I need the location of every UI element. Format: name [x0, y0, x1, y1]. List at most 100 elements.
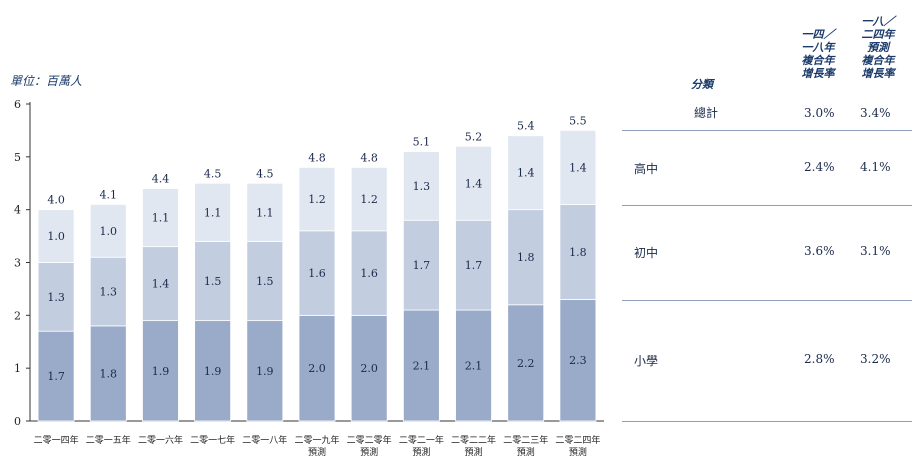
header-cagr-2018-2024: 一八／ 二四年 預測 複合年 增長率: [861, 15, 895, 80]
total-label: 5.5: [569, 114, 587, 127]
data-label: 1.8: [517, 251, 535, 264]
data-label: 1.0: [47, 230, 65, 243]
data-label: 1.7: [413, 259, 431, 272]
total-label: 4.5: [256, 167, 274, 180]
x-tick-label: 二零一七年: [190, 434, 235, 446]
total-label: 4.8: [360, 151, 378, 164]
row-primary-fcst: 3.2%: [860, 352, 891, 366]
y-tick-label: 4: [14, 204, 21, 217]
bar-segment: [559, 130, 597, 205]
data-label: 1.8: [569, 246, 587, 259]
total-label: 5.2: [465, 130, 483, 143]
data-label: 1.6: [308, 267, 326, 280]
bar-segment: [402, 309, 440, 422]
divider: [622, 205, 912, 206]
bar-segment: [194, 240, 232, 322]
total-label: 5.4: [517, 120, 535, 133]
bar-segment: [246, 182, 284, 242]
row-primary-label: 小學: [634, 354, 659, 368]
y-tick-label: 1: [14, 362, 21, 375]
data-label: 1.9: [204, 365, 222, 378]
data-label: 1.5: [204, 275, 222, 288]
bar-segment: [142, 188, 179, 248]
x-tick-label: 二零二零年: [347, 434, 392, 446]
bar-segment: [402, 151, 440, 221]
data-label: 1.3: [100, 286, 118, 299]
cagr-table: 分類 一四／ 一八年 複合年 增長率 一八／ 二四年 預測 複合年 增長率 總計…: [620, 0, 913, 459]
x-tick-label: 二零一六年: [138, 434, 183, 446]
bar-segment: [298, 166, 336, 232]
data-label: 2.1: [465, 360, 483, 373]
divider: [622, 300, 912, 301]
x-tick-label: 二零一九年: [294, 434, 339, 446]
bar-segment: [455, 309, 492, 422]
data-label: 1.7: [47, 370, 65, 383]
row-senior-hist: 2.4%: [804, 160, 835, 174]
row-junior-hist: 3.6%: [804, 244, 835, 258]
bar-segment: [298, 230, 336, 316]
data-label: 1.0: [100, 225, 118, 238]
y-tick-label: 3: [14, 257, 21, 270]
bar-segment: [350, 230, 388, 316]
divider: [622, 130, 912, 131]
bar-segment: [559, 299, 597, 422]
x-tick-label: 二零二三年: [503, 434, 548, 446]
total-label: 4.1: [100, 188, 118, 201]
data-label: 1.9: [256, 365, 274, 378]
bar-segment: [89, 325, 127, 422]
bar-segment: [455, 219, 492, 311]
bar-segment: [246, 240, 284, 322]
total-label: 4.4: [152, 173, 170, 186]
data-label: 1.7: [465, 259, 483, 272]
total-label: 4.8: [308, 151, 326, 164]
data-label: 1.1: [256, 206, 274, 219]
data-label: 2.1: [413, 360, 431, 373]
total-label: 5.1: [413, 136, 431, 149]
y-tick-label: 6: [14, 98, 21, 111]
header-category: 分類: [691, 78, 713, 91]
data-label: 2.3: [569, 354, 587, 367]
row-total-label: 總計: [694, 106, 719, 120]
bar-segment: [350, 166, 388, 232]
row-junior-fcst: 3.1%: [860, 244, 891, 258]
stacked-bar-chart: 0 1 2 3 4 5 6 1.7 1.3 1.0 4.0 二零一四年 1.8 1.3 1.0 4.1 二零一五…: [14, 98, 604, 458]
row-senior-label: 高中: [634, 162, 659, 176]
x-tick-label: 二零一五年: [86, 434, 131, 446]
data-label: 2.0: [308, 362, 326, 375]
data-label: 2.0: [360, 362, 378, 375]
bar-segment: [194, 182, 232, 242]
bar-segment: [194, 320, 232, 422]
x-tick-label: 預測: [308, 446, 326, 458]
bar-segment: [246, 320, 284, 422]
row-primary-hist: 2.8%: [804, 352, 835, 366]
data-label: 1.9: [152, 365, 170, 378]
x-tick-label: 預測: [569, 446, 587, 458]
unit-label: 單位：百萬人: [10, 74, 83, 88]
data-label: 2.2: [517, 357, 535, 370]
data-label: 1.1: [152, 212, 170, 225]
total-label: 4.5: [204, 167, 222, 180]
x-tick-label: 二零二四年: [555, 434, 600, 446]
total-label: 4.0: [47, 194, 65, 207]
data-label: 1.3: [413, 180, 431, 193]
y-tick-label: 2: [14, 309, 21, 322]
bar-segment: [37, 209, 75, 263]
bar-segment: [455, 145, 492, 221]
bar-segment: [142, 320, 179, 422]
data-label: 1.5: [256, 275, 274, 288]
bar-segment: [402, 219, 440, 311]
bar-segment: [507, 135, 545, 211]
data-label: 1.6: [360, 267, 378, 280]
data-label: 1.2: [308, 193, 326, 206]
header-cagr-2014-2018: 一四／ 一八年 複合年 增長率: [801, 28, 835, 80]
x-tick-label: 預測: [517, 446, 535, 458]
bar-segment: [559, 203, 597, 300]
divider: [622, 421, 912, 422]
y-tick-label: 0: [14, 415, 21, 428]
x-tick-label: 預測: [412, 446, 430, 458]
bar-segment: [507, 209, 545, 306]
data-label: 1.4: [152, 278, 170, 291]
bar-segment: [350, 314, 388, 422]
x-tick-label: 預測: [360, 446, 378, 458]
bar-segment: [298, 314, 336, 422]
